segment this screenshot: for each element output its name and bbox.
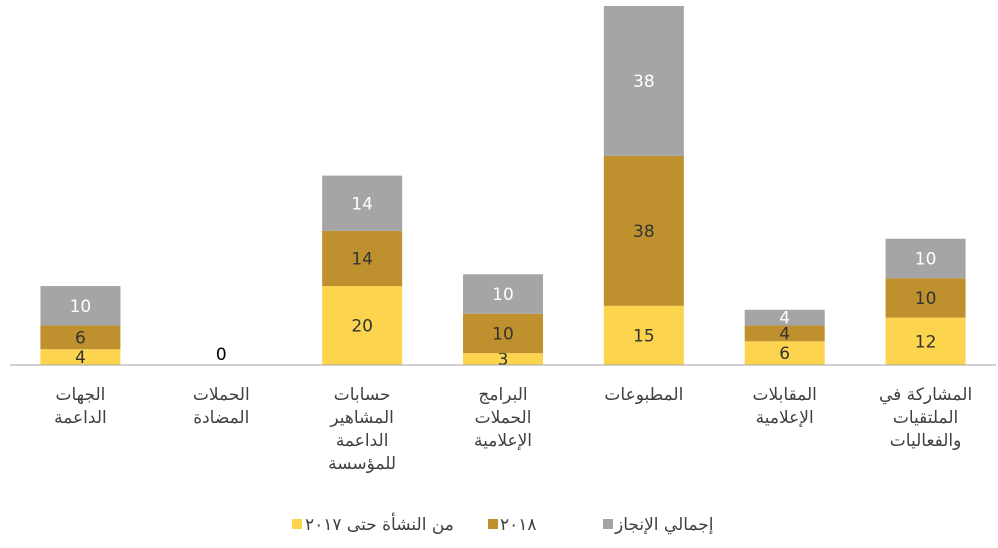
bar-segment — [603, 6, 684, 156]
x-tick-label: الحملات المضادة — [193, 385, 250, 428]
bar-segment — [322, 230, 403, 287]
data-label: 20 — [351, 317, 373, 337]
bar-segment — [40, 286, 121, 326]
data-label: 4 — [75, 348, 86, 368]
data-label: 12 — [915, 332, 937, 352]
data-label: 10 — [70, 297, 92, 317]
bar-segment — [885, 278, 966, 318]
bar-segment — [322, 286, 403, 365]
legend-label: من النشأة حتى ٢٠١٧ — [305, 512, 454, 535]
bar-segment — [885, 317, 966, 365]
legend-swatch — [292, 519, 302, 529]
bar-segment — [463, 274, 543, 314]
x-tick-label: البرامج الحملات الإعلامية — [474, 385, 532, 451]
x-tick-label: المقابلات الإعلامية — [753, 385, 817, 428]
legend-swatch — [488, 519, 498, 529]
bar-segment — [744, 309, 825, 326]
data-label: 10 — [492, 324, 514, 344]
bar-segment — [603, 305, 684, 365]
data-label: 4 — [779, 324, 790, 344]
bar-segment — [463, 353, 543, 365]
bar-segment — [40, 325, 121, 350]
x-tick-label: حسابات المشاهير الداعمة للمؤسسة — [328, 385, 396, 474]
x-tick-label: الجهات الداعمة — [54, 385, 107, 428]
data-label: 6 — [779, 344, 790, 364]
data-label: 10 — [915, 289, 937, 309]
x-tick-label: المطبوعات — [604, 385, 683, 405]
bar-segment — [744, 341, 825, 365]
data-label: 0 — [216, 345, 227, 365]
bar-segment — [744, 325, 825, 342]
data-label: 14 — [351, 194, 373, 214]
bar-segment — [463, 313, 543, 354]
data-label: 38 — [633, 72, 655, 92]
data-label: 38 — [633, 222, 655, 242]
data-label: 10 — [492, 285, 514, 305]
data-label: 14 — [351, 249, 373, 269]
data-label: 6 — [75, 328, 86, 348]
data-label: 4 — [779, 309, 790, 329]
bar-segment — [885, 238, 966, 279]
bar-segment — [40, 349, 121, 365]
x-tick-label: المشاركة في الملتقيات والفعاليات — [879, 385, 972, 451]
legend-label: إجمالي الإنجاز — [614, 515, 714, 535]
legend-label: ٢٠١٨ — [500, 515, 537, 535]
data-label: 3 — [498, 350, 509, 370]
data-label: 10 — [915, 249, 937, 269]
legend-swatch — [603, 519, 613, 529]
bar-segment — [322, 175, 403, 231]
data-label: 15 — [633, 326, 655, 346]
bar-segment — [603, 155, 684, 306]
